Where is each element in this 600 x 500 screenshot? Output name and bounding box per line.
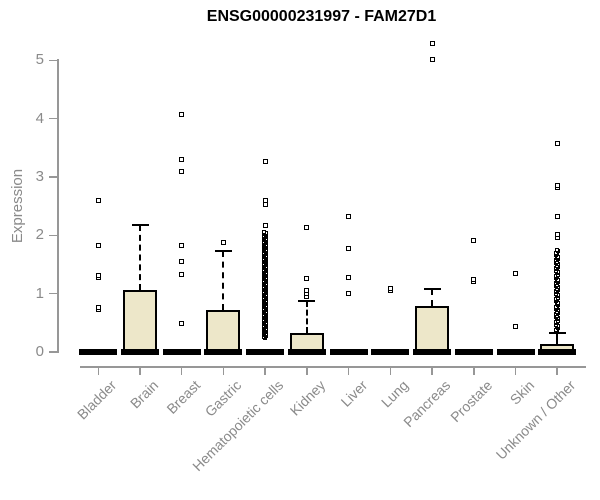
x-tick: [180, 367, 183, 375]
x-tick: [556, 367, 558, 375]
whisker-line: [305, 301, 308, 333]
x-tick: [97, 367, 100, 375]
x-axis-label: Skin: [506, 377, 537, 408]
outlier-point: [262, 202, 268, 208]
outlier-point: [555, 248, 560, 253]
whisker-line: [222, 251, 225, 310]
outlier-point: [179, 321, 185, 327]
outlier-point: [179, 169, 185, 175]
y-tick-label: 4: [35, 109, 44, 127]
x-tick: [139, 367, 141, 375]
whisker-line: [139, 225, 142, 290]
box-iqr: [206, 309, 241, 354]
y-tick: [49, 234, 57, 237]
whisker-cap: [423, 287, 441, 290]
median-bar: [246, 349, 285, 355]
x-tick: [306, 367, 308, 375]
outlier-point: [220, 240, 226, 246]
y-tick-label: 2: [35, 226, 44, 244]
outlier-point: [471, 276, 477, 282]
x-axis-label: Lung: [378, 377, 412, 411]
median-bar: [454, 349, 493, 355]
box-iqr: [123, 289, 158, 354]
y-tick-label: 3: [35, 167, 44, 185]
outlier-point: [346, 214, 352, 220]
x-tick: [389, 367, 392, 375]
median-bar: [329, 349, 368, 355]
outlier-point: [513, 323, 518, 329]
outlier-point: [346, 291, 352, 297]
outlier-point: [429, 41, 435, 47]
x-tick: [347, 367, 350, 375]
outlier-point: [346, 275, 352, 281]
outlier-point: [554, 231, 560, 237]
chart-title: ENSG00000231997 - FAM27D1: [206, 8, 437, 25]
median-bar: [121, 349, 160, 355]
whisker-line: [556, 332, 559, 345]
y-tick: [49, 351, 57, 353]
outlier-point: [179, 112, 185, 117]
outlier-point: [262, 222, 268, 228]
outlier-point: [179, 156, 185, 162]
x-tick: [222, 367, 225, 375]
x-axis-label: Kidney: [286, 377, 329, 419]
outlier-point: [95, 198, 101, 204]
median-bar: [413, 349, 452, 355]
y-axis-line: [57, 59, 59, 353]
x-axis-label: Bladder: [74, 377, 120, 423]
median-bar: [371, 349, 410, 355]
median-bar: [287, 349, 326, 355]
y-tick: [49, 176, 57, 178]
outlier-point: [304, 225, 310, 231]
outlier-point: [262, 197, 268, 203]
x-tick: [514, 367, 517, 375]
outlier-point: [554, 141, 560, 147]
outlier-point: [304, 275, 310, 281]
outlier-point: [179, 272, 185, 278]
whisker-line: [431, 288, 434, 307]
y-tick: [49, 59, 57, 61]
outlier-point: [179, 259, 185, 265]
y-tick: [49, 117, 57, 120]
whisker-cap: [214, 250, 232, 253]
median-bar: [538, 349, 577, 355]
outlier-point: [554, 214, 560, 220]
y-axis-title: Expression: [9, 168, 26, 244]
box-iqr: [415, 306, 450, 354]
outlier-point: [346, 245, 352, 251]
outlier-point: [95, 243, 101, 249]
outlier-point: [387, 286, 393, 292]
y-tick-label: 0: [35, 343, 44, 360]
x-axis-line: [80, 366, 586, 368]
x-tick: [431, 367, 433, 375]
outlier-point: [471, 238, 477, 244]
outlier-point: [513, 270, 518, 276]
x-axis-label: Brain: [126, 377, 162, 412]
x-axis-label: Liver: [337, 377, 370, 410]
outlier-point: [95, 304, 101, 310]
outlier-point: [262, 230, 267, 235]
median-bar: [496, 349, 535, 355]
whisker-cap: [131, 224, 149, 227]
y-tick: [49, 292, 57, 295]
outlier-point: [554, 182, 560, 188]
x-tick: [264, 367, 266, 375]
x-tick: [473, 367, 475, 375]
outlier-point: [262, 158, 268, 164]
median-bar: [204, 349, 243, 355]
x-axis-label: Prostate: [446, 377, 496, 426]
outlier-point: [304, 288, 310, 294]
outlier-point: [429, 56, 435, 62]
outlier-point: [95, 273, 101, 279]
outlier-point: [179, 242, 185, 248]
x-axis-label: Breast: [163, 377, 204, 417]
median-bar: [79, 349, 118, 355]
y-tick-label: 5: [35, 51, 44, 69]
median-bar: [162, 349, 201, 355]
whisker-cap: [298, 300, 316, 303]
y-tick-label: 1: [35, 284, 44, 302]
